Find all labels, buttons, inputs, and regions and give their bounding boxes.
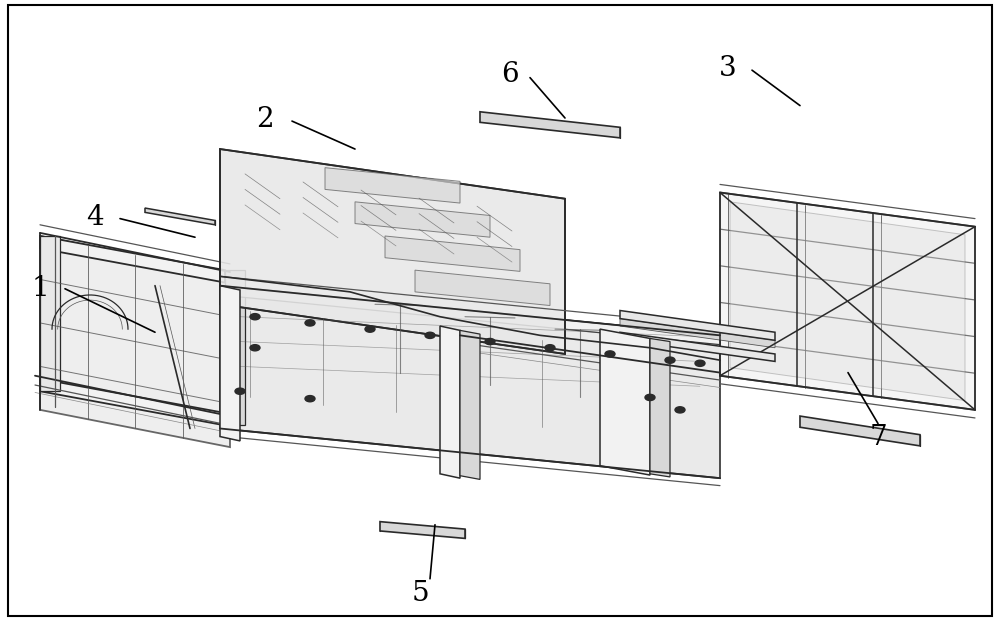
Text: 1: 1 <box>31 275 49 302</box>
Polygon shape <box>40 379 225 425</box>
Polygon shape <box>220 286 720 345</box>
Polygon shape <box>600 329 650 475</box>
Circle shape <box>605 351 615 357</box>
Polygon shape <box>145 208 215 225</box>
Text: 3: 3 <box>719 55 737 82</box>
Polygon shape <box>40 236 230 447</box>
Text: 5: 5 <box>411 579 429 607</box>
Polygon shape <box>220 286 240 441</box>
Circle shape <box>305 320 315 326</box>
Polygon shape <box>40 236 60 391</box>
Circle shape <box>545 345 555 351</box>
Text: 7: 7 <box>869 424 887 451</box>
Circle shape <box>425 332 435 338</box>
Polygon shape <box>650 338 670 477</box>
Polygon shape <box>720 193 975 410</box>
Polygon shape <box>620 319 775 348</box>
Text: 6: 6 <box>501 61 519 88</box>
Polygon shape <box>480 112 620 138</box>
Polygon shape <box>40 236 225 283</box>
Polygon shape <box>380 522 465 538</box>
Text: 4: 4 <box>86 204 104 231</box>
Polygon shape <box>355 202 490 237</box>
Polygon shape <box>220 286 720 478</box>
Polygon shape <box>730 202 965 401</box>
Polygon shape <box>225 270 245 425</box>
Circle shape <box>235 388 245 394</box>
Polygon shape <box>620 332 775 361</box>
Polygon shape <box>415 270 550 306</box>
Circle shape <box>695 360 705 366</box>
Polygon shape <box>620 310 775 340</box>
Circle shape <box>305 396 315 402</box>
Circle shape <box>675 407 685 413</box>
Text: 2: 2 <box>256 106 274 133</box>
Polygon shape <box>385 236 520 271</box>
Polygon shape <box>800 416 920 446</box>
Circle shape <box>250 345 260 351</box>
Polygon shape <box>440 326 460 478</box>
Polygon shape <box>460 330 480 479</box>
Circle shape <box>645 394 655 401</box>
Circle shape <box>250 314 260 320</box>
Circle shape <box>665 357 675 363</box>
Polygon shape <box>220 149 565 354</box>
Circle shape <box>365 326 375 332</box>
Circle shape <box>485 338 495 345</box>
Polygon shape <box>325 168 460 203</box>
